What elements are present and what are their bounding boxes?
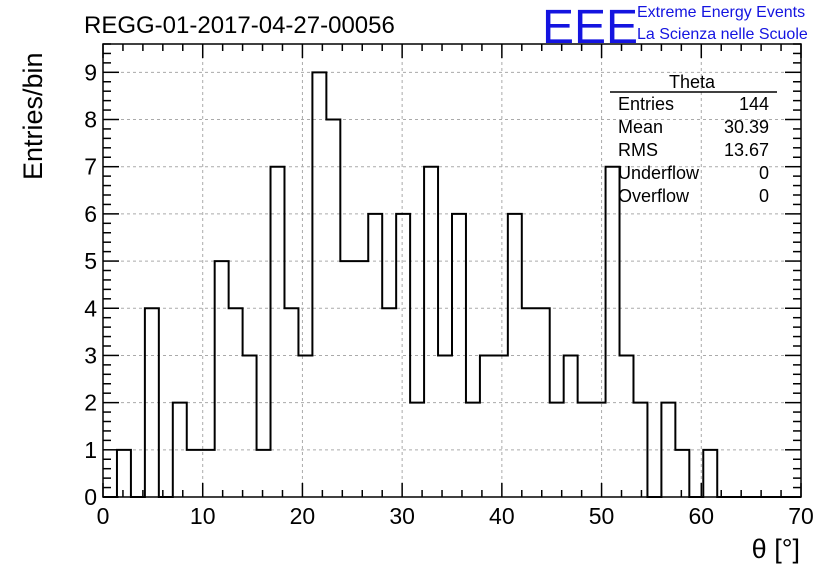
histogram-outline — [103, 71, 801, 498]
histogram-bin-18 — [354, 261, 368, 497]
histogram-bin-43 — [703, 450, 717, 497]
x-tick-label-0: 0 — [97, 503, 110, 529]
histogram-bin-24 — [438, 355, 452, 497]
histogram-bin-23 — [424, 167, 438, 497]
stats-box: Theta Entries 144 Mean 30.39 RMS 13.67 U… — [610, 72, 777, 206]
stats-title: Theta — [669, 72, 716, 92]
histogram-bin-27 — [480, 355, 494, 497]
histogram-bin-20 — [382, 308, 396, 497]
histogram-bin-33 — [564, 355, 578, 497]
histogram-bin-15 — [312, 72, 326, 497]
x-tick-label-6: 60 — [688, 503, 714, 529]
y-axis-title: Entries/bin — [18, 52, 48, 180]
stats-label-entries: Entries — [618, 94, 674, 114]
histogram-bin-12 — [271, 167, 285, 497]
run-id-title: REGG-01-2017-04-27-00056 — [84, 12, 395, 39]
histogram-bin-5 — [173, 403, 187, 497]
y-tick-label-6: 6 — [84, 201, 97, 227]
histogram-bin-10 — [243, 355, 257, 497]
x-tick-label-2: 20 — [290, 503, 316, 529]
histogram-bin-11 — [257, 450, 271, 497]
x-tick-label-3: 30 — [389, 503, 415, 529]
x-tick-label-5: 50 — [589, 503, 615, 529]
stats-label-mean: Mean — [618, 117, 663, 137]
histogram-bin-28 — [494, 355, 508, 497]
stats-label-overflow: Overflow — [618, 186, 690, 206]
histogram-bin-1 — [117, 450, 131, 497]
histogram-bin-41 — [675, 450, 689, 497]
stats-label-rms: RMS — [618, 140, 658, 160]
stats-value-underflow: 0 — [759, 163, 769, 183]
y-tick-label-2: 2 — [84, 390, 97, 416]
histogram-bin-14 — [298, 355, 312, 497]
x-tick-label-1: 10 — [190, 503, 216, 529]
y-tick-label-3: 3 — [84, 342, 97, 368]
histogram-bin-6 — [187, 450, 201, 497]
stats-value-overflow: 0 — [759, 186, 769, 206]
logo-line-2: La Scienza nelle Scuole — [637, 26, 808, 43]
y-tick-label-5: 5 — [84, 248, 97, 274]
x-tick-label-4: 40 — [489, 503, 515, 529]
y-tick-label-1: 1 — [84, 437, 97, 463]
x-axis-title: θ [°] — [752, 534, 800, 564]
histogram-bin-8 — [215, 261, 229, 497]
y-tick-label-9: 9 — [84, 59, 97, 85]
stats-value-rms: 13.67 — [724, 140, 769, 160]
stats-label-underflow: Underflow — [618, 163, 700, 183]
y-tick-label-7: 7 — [84, 154, 97, 180]
histogram-bin-37 — [620, 355, 634, 497]
axes: 0 10 20 30 40 50 60 70 0 1 2 3 4 5 6 7 8 9 — [84, 43, 814, 529]
stats-value-mean: 30.39 — [724, 117, 769, 137]
histogram-bin-17 — [340, 261, 354, 497]
eee-logo: EEE Extreme Energy Events La Scienza nel… — [542, 1, 808, 54]
x-tick-label-7: 70 — [788, 503, 814, 529]
y-tick-label-4: 4 — [84, 295, 97, 321]
y-tick-label-8: 8 — [84, 107, 97, 133]
stats-value-entries: 144 — [739, 94, 769, 114]
histogram-bin-36 — [606, 167, 620, 497]
histogram-bars — [103, 71, 801, 498]
logo-line-1: Extreme Energy Events — [637, 4, 805, 21]
y-tick-label-0: 0 — [84, 484, 97, 510]
logo-mark: EEE — [542, 1, 638, 54]
